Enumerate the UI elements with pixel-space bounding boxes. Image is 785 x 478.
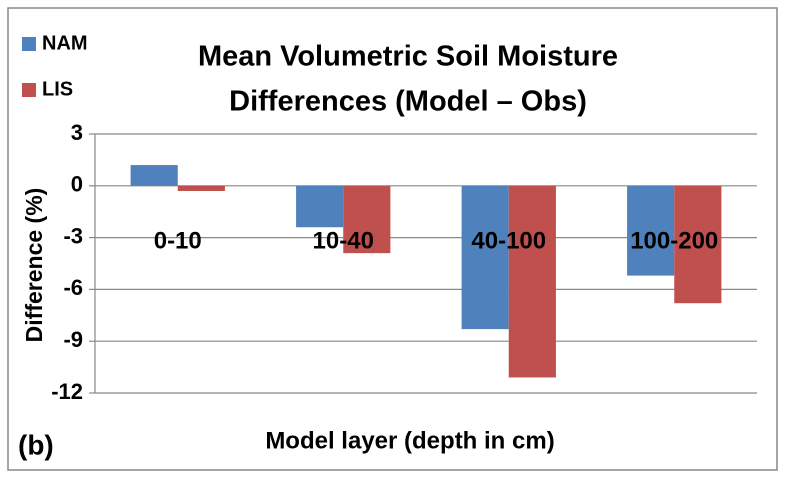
bar — [177, 185, 225, 191]
x-tick-label: 10-40 — [313, 227, 374, 254]
legend-swatch — [22, 37, 36, 51]
bar — [674, 185, 722, 304]
bar — [343, 185, 391, 254]
bar — [296, 185, 344, 228]
y-tick-label: 0 — [71, 172, 83, 197]
y-tick-label: -9 — [63, 327, 83, 352]
chart-title: Mean Volumetric Soil Moisture — [198, 41, 618, 73]
legend-swatch — [22, 83, 36, 97]
bar — [508, 185, 556, 378]
x-axis-label: Model layer (depth in cm) — [265, 427, 554, 454]
bar — [130, 165, 178, 186]
annotation: (b) — [18, 429, 54, 460]
chart-title: Differences (Model – Obs) — [229, 86, 587, 118]
legend-label: NAM — [42, 32, 88, 54]
y-tick-label: 3 — [71, 120, 83, 145]
x-tick-label: 100-200 — [630, 227, 718, 254]
bar — [627, 185, 675, 276]
y-tick-label: -12 — [51, 379, 83, 404]
bar — [461, 185, 509, 330]
x-tick-label: 0-10 — [154, 227, 202, 254]
y-tick-label: -6 — [63, 275, 83, 300]
y-axis-label: Difference (%) — [21, 188, 47, 343]
legend-label: LIS — [42, 78, 73, 100]
x-tick-label: 40-100 — [471, 227, 546, 254]
y-tick-label: -3 — [63, 223, 83, 248]
